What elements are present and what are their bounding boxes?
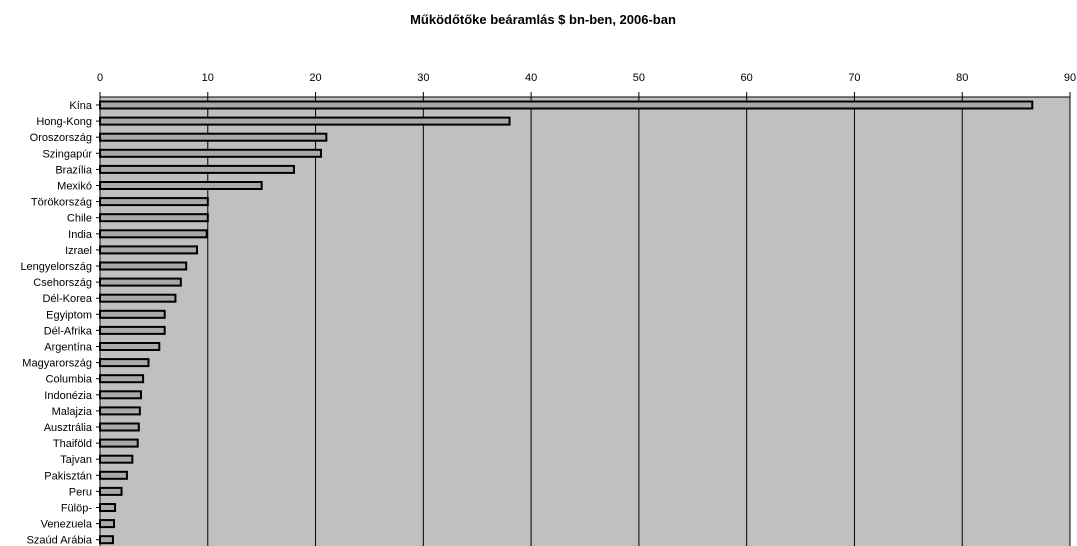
category-label: Lengyelország [20, 261, 92, 273]
x-tick-label: 60 [741, 72, 753, 84]
category-label: Pakisztán [44, 470, 92, 482]
bar [99, 261, 188, 271]
category-label: Brazília [55, 164, 93, 176]
bar [99, 358, 150, 368]
x-tick-label: 50 [633, 72, 645, 84]
category-label: Columbia [46, 374, 93, 386]
category-label: Tajvan [60, 454, 92, 466]
bar [99, 148, 322, 158]
gridlines [207, 97, 1071, 546]
bar [99, 454, 134, 464]
category-label: Chile [67, 213, 92, 225]
x-tick-label: 40 [525, 72, 537, 84]
bar [99, 390, 142, 400]
category-label: Hong-Kong [36, 116, 92, 128]
x-tick-label: 90 [1064, 72, 1076, 84]
category-label: Szaúd Arábia [27, 535, 93, 546]
category-label: Thaiföld [53, 438, 92, 450]
bar [99, 486, 123, 496]
category-label: Peru [69, 486, 92, 498]
bar [99, 245, 198, 255]
x-tick-label: 30 [417, 72, 429, 84]
bar [99, 342, 161, 351]
category-label: Mexikó [57, 181, 92, 193]
category-label: Dél-Korea [42, 293, 92, 305]
bar [99, 309, 166, 319]
category-label: Malajzia [52, 406, 93, 418]
category-label: Törökország [31, 197, 92, 209]
x-tick-label: 20 [309, 72, 321, 84]
category-label: Szingapúr [42, 148, 92, 160]
bar [99, 277, 182, 287]
bar [99, 116, 511, 126]
bar [99, 164, 295, 174]
category-label: Ausztrália [44, 422, 93, 434]
x-tick-label: 80 [956, 72, 968, 84]
plot-background [100, 97, 1070, 546]
category-label: Csehország [33, 277, 92, 289]
bar [99, 470, 128, 480]
category-label: Indonézia [44, 390, 93, 402]
bar [99, 325, 166, 335]
plot-area [100, 97, 1070, 546]
category-label: Izrael [65, 245, 92, 257]
x-tick-label: 10 [202, 72, 214, 84]
bar [99, 535, 114, 545]
x-axis: 0 10 20 30 40 50 60 70 80 90 [97, 72, 1076, 98]
bar [99, 503, 117, 512]
bar [99, 438, 139, 448]
bar [99, 374, 145, 384]
bar [99, 406, 141, 416]
bar [99, 132, 328, 142]
chart-title: Működőtőke beáramlás $ bn-ben, 2006-ban [410, 12, 676, 27]
category-label: Egyiptom [46, 309, 92, 321]
category-label: Dél-Afrika [44, 325, 93, 337]
x-tick-label: 70 [848, 72, 860, 84]
bar [99, 100, 1034, 110]
bar [99, 229, 208, 239]
bar [99, 519, 116, 529]
category-axis: Kína Hong-Kong Oroszország Szingapúr Brazíli… [20, 97, 101, 546]
category-label: Fülöp- [61, 503, 93, 515]
category-label: Kína [69, 100, 93, 112]
category-label: Argentína [44, 342, 93, 354]
category-label: Magyarország [22, 358, 92, 370]
x-tick-label: 0 [97, 72, 103, 84]
category-label: India [68, 229, 93, 241]
bar [99, 197, 209, 207]
bar [99, 293, 177, 303]
bar [99, 422, 140, 432]
category-label: Venezuela [41, 519, 93, 531]
bar [99, 181, 263, 190]
bar [99, 213, 209, 223]
category-label: Oroszország [30, 132, 92, 144]
